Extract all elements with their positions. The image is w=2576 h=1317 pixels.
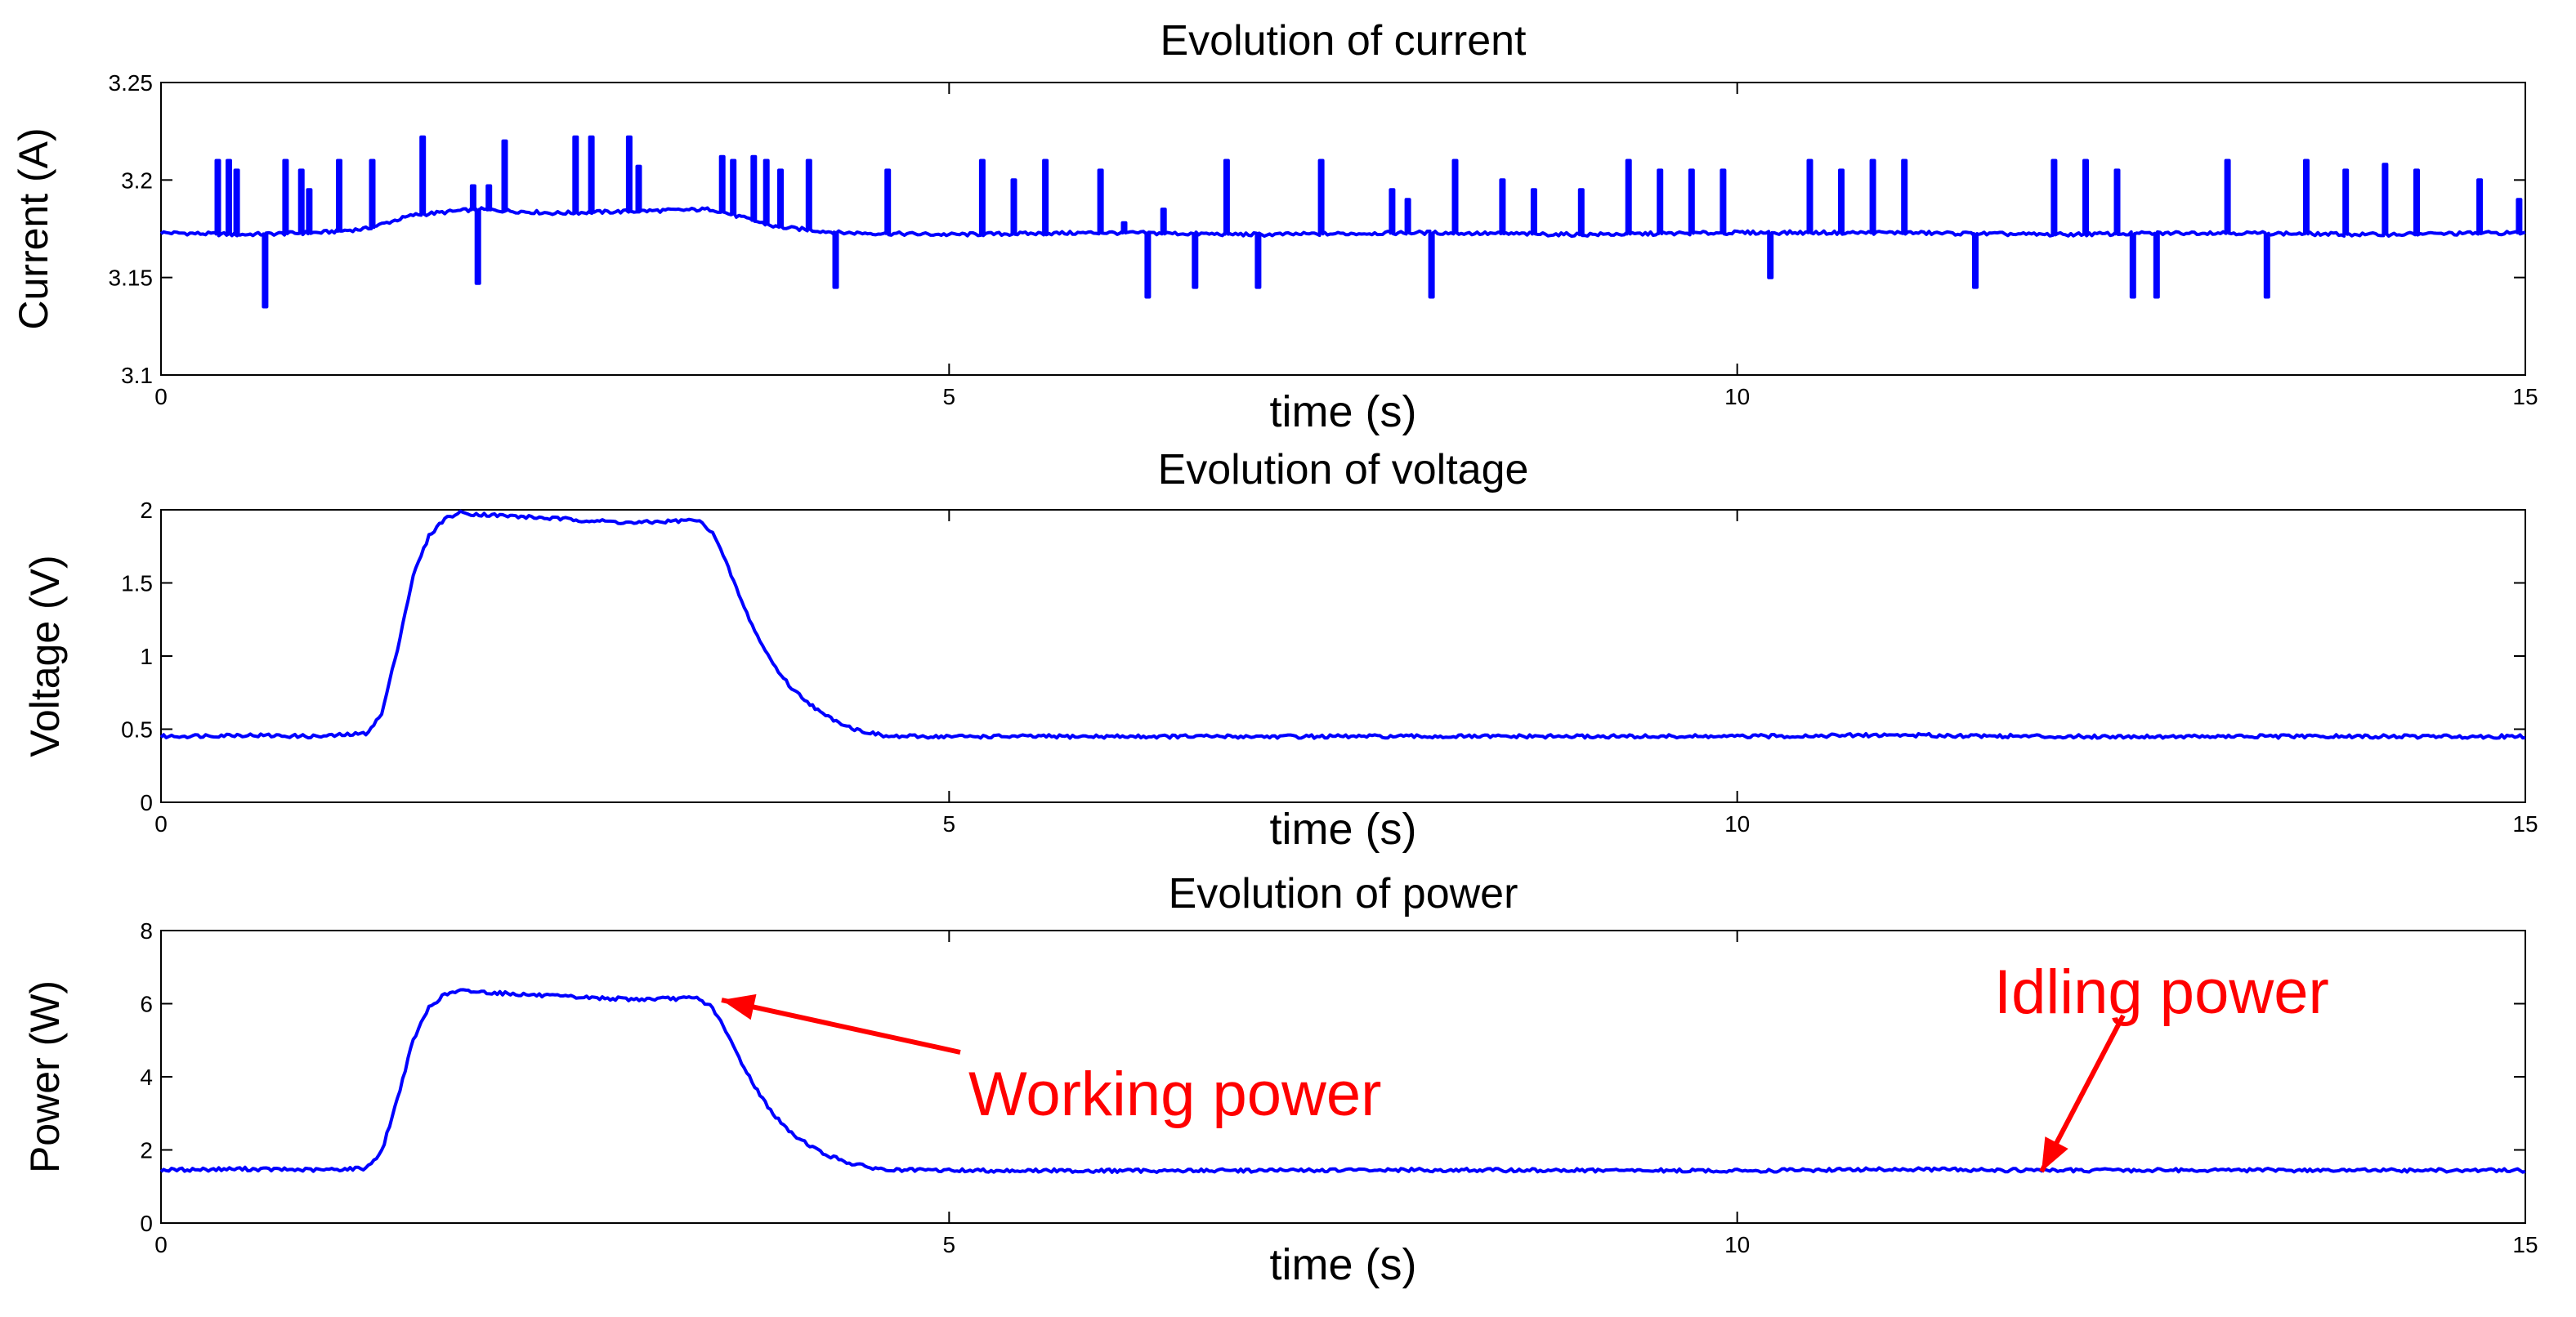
chart-title: Evolution of current (1160, 17, 1527, 65)
y-tick-label: 3.25 (109, 70, 154, 96)
x-tick-label: 5 (943, 811, 956, 837)
y-tick-label: 8 (140, 918, 153, 944)
x-tick-label: 15 (2512, 1232, 2538, 1257)
series-line (159, 988, 2526, 1174)
x-tick-label: 10 (1724, 811, 1750, 837)
y-tick-label: 2 (140, 1138, 153, 1163)
plot-frame (160, 82, 2526, 376)
x-tick-label: 5 (943, 1232, 956, 1257)
x-axis-label: time (s) (1270, 1240, 1417, 1289)
y-tick-label: 3.2 (121, 167, 153, 193)
annotation-arrowhead (722, 993, 757, 1020)
panel-3: Evolution of power 0 2 4 6 8 0 5 10 15 time (s) Pow… (22, 870, 2538, 1289)
annotation-arrowhead (2042, 1136, 2068, 1172)
x-axis-label: time (s) (1270, 387, 1417, 436)
chart-title: Evolution of power (1169, 870, 1518, 917)
y-tick-label: 0.5 (121, 717, 153, 743)
y-tick-label: 0 (140, 1211, 153, 1236)
x-tick-label: 0 (154, 811, 168, 837)
y-tick-label: 0 (140, 790, 153, 815)
x-tick-label: 15 (2512, 384, 2538, 409)
annotation-label: Working power (968, 1060, 1381, 1129)
y-tick-label: 6 (140, 992, 153, 1017)
y-axis-label: Current (A) (11, 127, 56, 329)
x-tick-label: 10 (1724, 1232, 1750, 1257)
y-tick-label: 3.15 (109, 266, 154, 291)
y-axis-label: Voltage (V) (22, 555, 68, 757)
y-tick-label: 1.5 (121, 571, 153, 596)
panel-1: Evolution of current 3.1 3.15 3.2 3.25 0 5 10 15… (11, 17, 2538, 436)
x-tick-label: 15 (2512, 811, 2538, 837)
x-tick-label: 0 (154, 1232, 168, 1257)
panel-2: Evolution of voltage 0 0.5 1 1.5 2 0 5 10 15 time … (22, 446, 2538, 854)
y-axis-label: Power (W) (22, 980, 68, 1173)
series-line (159, 135, 2526, 309)
annotation-label: Idling power (1994, 958, 2329, 1027)
y-tick-label: 1 (140, 644, 153, 669)
x-tick-label: 0 (154, 384, 168, 409)
chart-title: Evolution of voltage (1158, 446, 1529, 493)
x-tick-label: 5 (943, 384, 956, 409)
y-tick-label: 3.1 (121, 363, 153, 388)
series-line (159, 509, 2526, 740)
x-axis-label: time (s) (1270, 805, 1417, 854)
y-tick-label: 4 (140, 1065, 153, 1090)
annotation-arrow (721, 998, 961, 1055)
y-tick-label: 2 (140, 498, 153, 523)
x-tick-label: 10 (1724, 384, 1750, 409)
